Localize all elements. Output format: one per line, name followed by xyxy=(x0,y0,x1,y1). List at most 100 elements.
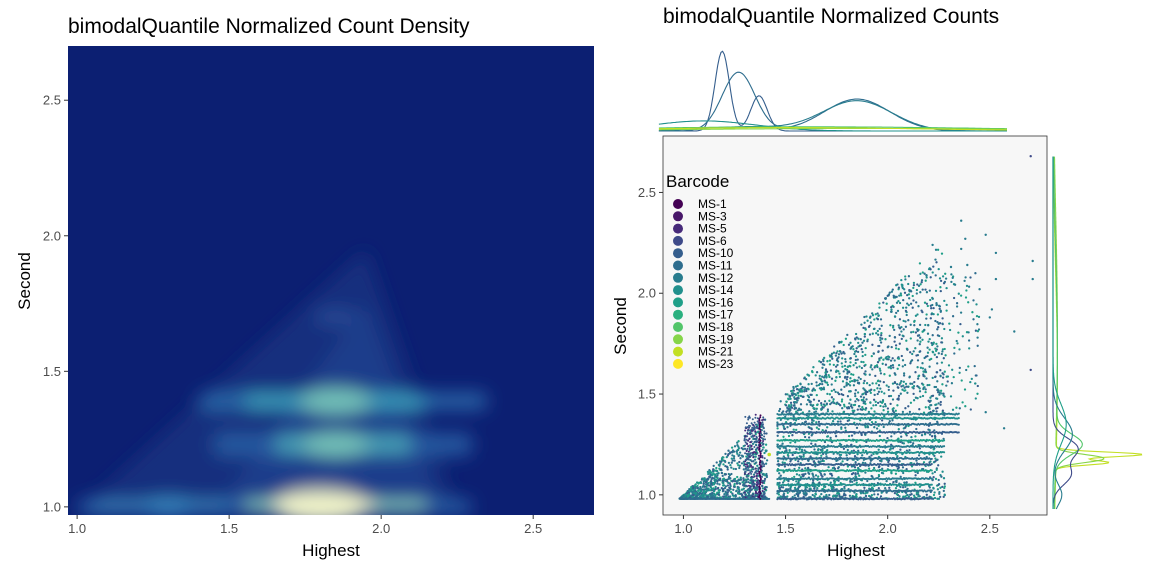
scatter-point xyxy=(948,328,952,332)
scatter-point xyxy=(874,374,877,378)
scatter-point xyxy=(764,449,768,452)
scatter-point xyxy=(808,400,811,404)
scatter-point xyxy=(803,377,806,380)
scatter-point xyxy=(976,344,979,347)
scatter-point xyxy=(817,427,820,431)
scatter-point xyxy=(712,472,715,475)
scatter-point xyxy=(965,368,968,372)
scatter-point xyxy=(802,453,805,457)
scatter-point xyxy=(908,449,911,452)
scatter-point xyxy=(722,456,725,459)
scatter-point xyxy=(790,403,793,407)
scatter-point xyxy=(828,363,832,366)
scatter-point xyxy=(889,402,892,406)
scatter-point xyxy=(725,465,729,468)
scatter-point xyxy=(743,447,747,451)
scatter-point xyxy=(896,367,899,370)
scatter-point xyxy=(907,405,910,408)
scatter-point xyxy=(894,472,898,475)
scatter-point xyxy=(737,447,741,450)
scatter-point xyxy=(902,380,905,383)
scatter-point xyxy=(797,394,800,397)
scatter-point xyxy=(922,461,926,464)
scatter-point xyxy=(784,447,787,450)
scatter-point xyxy=(807,396,811,399)
scatter-point xyxy=(950,382,954,385)
scatter-point xyxy=(706,478,709,481)
scatter-point xyxy=(892,389,895,392)
scatter-point xyxy=(855,366,859,369)
scatter-point xyxy=(938,334,941,338)
scatter-point xyxy=(745,455,748,458)
scatter-point xyxy=(967,285,971,288)
scatter-point xyxy=(935,261,938,264)
scatter-point xyxy=(734,495,737,498)
scatter-point xyxy=(900,278,903,282)
scatter-point xyxy=(807,388,810,391)
scatter-point xyxy=(885,308,888,312)
scatter-point xyxy=(851,409,854,412)
scatter-point xyxy=(855,336,858,339)
scatter-point xyxy=(862,387,865,390)
scatter-point xyxy=(778,407,782,411)
scatter-point xyxy=(897,357,901,360)
scatter-point xyxy=(904,382,908,386)
density-heatmap-chart: bimodalQuantile Normalized Count Density… xyxy=(15,15,594,560)
scatter-point xyxy=(852,403,856,407)
scatter-point xyxy=(943,439,946,442)
scatter-point xyxy=(861,461,865,464)
scatter-point xyxy=(880,390,883,393)
scatter-point xyxy=(929,399,932,402)
scatter-point xyxy=(848,380,852,383)
scatter-point xyxy=(916,329,919,333)
scatter-point xyxy=(717,489,720,492)
scatter-point xyxy=(891,419,894,422)
scatter-point xyxy=(794,441,797,444)
scatter-point xyxy=(856,472,860,475)
scatter-point xyxy=(944,272,947,275)
scatter-point xyxy=(867,494,871,498)
scatter-point xyxy=(714,478,717,481)
scatter-point xyxy=(941,372,944,375)
scatter-point xyxy=(810,382,813,386)
scatter-point xyxy=(864,471,867,474)
scatter-point xyxy=(703,485,707,488)
scatter-point xyxy=(889,447,893,450)
scatter-point xyxy=(876,361,880,364)
scatter-point xyxy=(870,420,874,424)
scatter-point xyxy=(917,305,920,308)
scatter-point xyxy=(800,455,803,458)
scatter-point xyxy=(730,451,733,454)
scatter-point xyxy=(933,454,936,458)
scatter-point xyxy=(855,397,859,401)
scatter-point xyxy=(925,291,929,294)
scatter-point xyxy=(862,449,865,452)
scatter-point xyxy=(726,491,729,494)
scatter-point xyxy=(930,489,933,492)
scatter-point xyxy=(889,324,892,327)
scatter-point xyxy=(860,433,863,437)
scatter-point xyxy=(943,299,946,303)
scatter-point xyxy=(815,426,819,429)
scatter-point xyxy=(930,497,933,500)
scatter-point xyxy=(898,333,901,336)
scatter-point xyxy=(891,363,895,367)
scatter-point xyxy=(967,365,970,368)
scatter-point xyxy=(795,480,798,483)
scatter-point xyxy=(931,351,935,354)
scatter-point xyxy=(729,483,732,487)
scatter-point xyxy=(793,393,797,396)
scatter-point xyxy=(718,483,721,486)
scatter-point xyxy=(870,364,873,367)
scatter-point xyxy=(934,477,938,481)
scatter-point xyxy=(943,347,946,351)
scatter-point xyxy=(895,301,899,304)
scatter-point xyxy=(933,429,936,432)
scatter-point xyxy=(797,495,800,498)
scatter-point xyxy=(937,464,940,467)
scatter-point xyxy=(712,489,716,493)
scatter-point xyxy=(822,359,825,363)
scatter-point xyxy=(951,276,954,280)
scatter-point xyxy=(828,493,831,497)
scatter-point xyxy=(789,406,792,409)
